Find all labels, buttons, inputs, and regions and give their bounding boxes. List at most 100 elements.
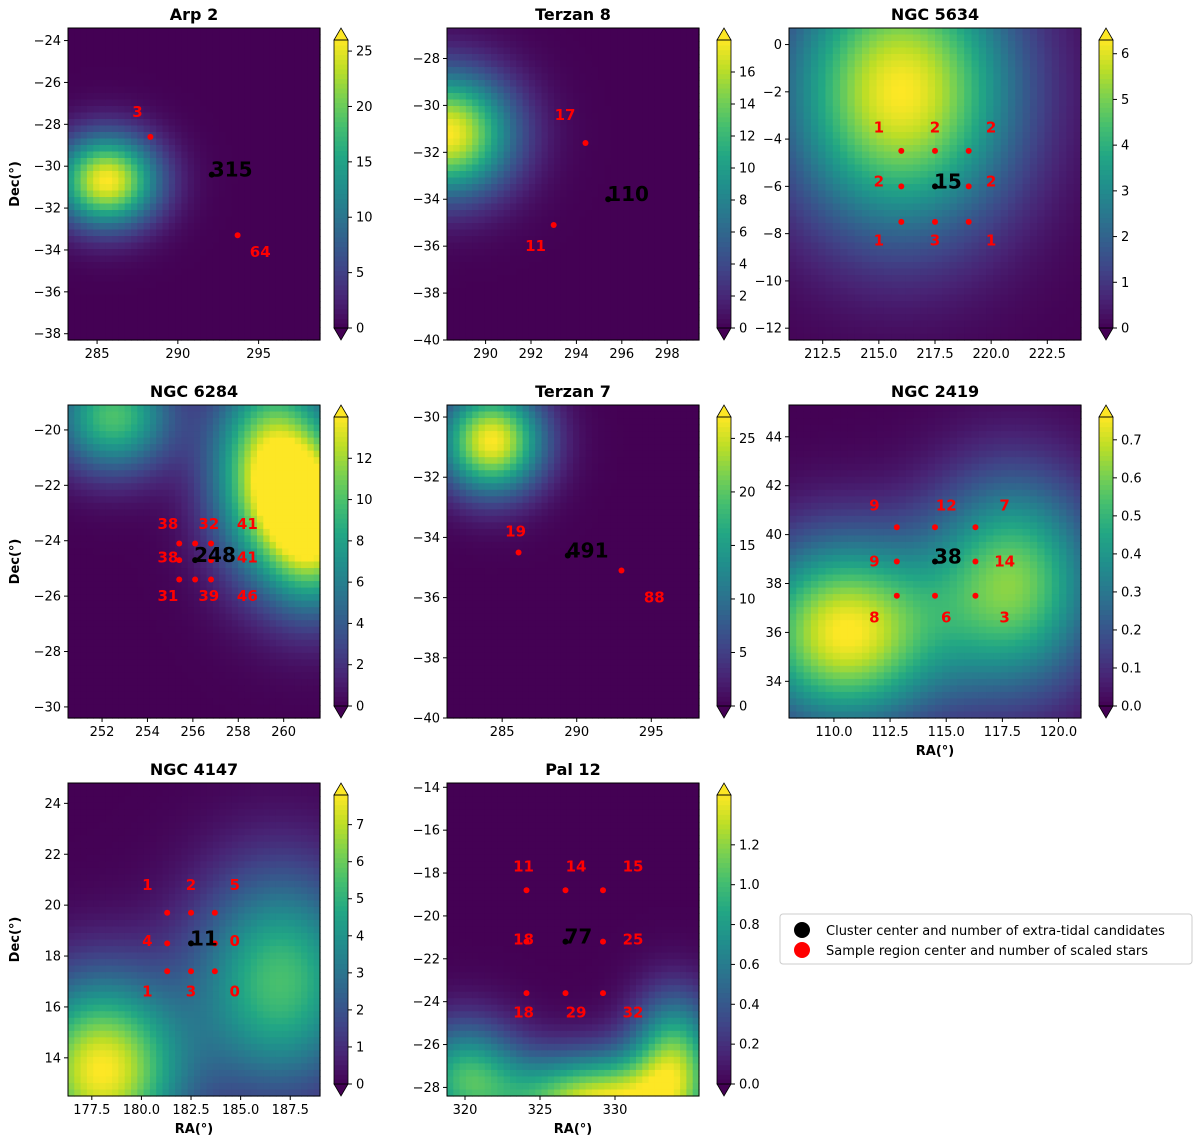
- heatmap-cell: [579, 125, 587, 133]
- heatmap-cell: [585, 145, 593, 153]
- heatmap-cell: [692, 210, 700, 218]
- heatmap-cell: [238, 47, 245, 55]
- heatmap-cell: [623, 236, 631, 244]
- heatmap-cell: [105, 34, 113, 42]
- heatmap-cell: [478, 54, 486, 62]
- heatmap-cell: [535, 236, 543, 244]
- heatmap-cell: [74, 275, 82, 283]
- heatmap-cell: [667, 327, 675, 335]
- heatmap-cell: [143, 301, 151, 309]
- heatmap-cell: [238, 177, 245, 185]
- heatmap-cell: [86, 184, 94, 192]
- heatmap-cell: [491, 151, 498, 159]
- heatmap-cell: [484, 47, 492, 55]
- heatmap-cell: [862, 288, 870, 296]
- heatmap-cell: [459, 255, 467, 263]
- heatmap-cell: [876, 275, 885, 283]
- heatmap-cell: [554, 190, 561, 198]
- heatmap-cell: [654, 34, 662, 42]
- heatmap-cell: [231, 203, 239, 211]
- heatmap-cell: [840, 203, 848, 211]
- heatmap-cell: [686, 301, 694, 309]
- heatmap-cell: [692, 119, 700, 127]
- heatmap-cell: [673, 275, 681, 283]
- heatmap-cell: [244, 80, 252, 88]
- heatmap-cell: [156, 249, 164, 257]
- heatmap-cell: [212, 86, 220, 94]
- heatmap-cell: [623, 223, 631, 231]
- heatmap-cell: [219, 132, 227, 140]
- heatmap-cell: [825, 34, 834, 42]
- heatmap-cell: [680, 210, 687, 218]
- heatmap-cell: [654, 132, 662, 140]
- heatmap-cell: [149, 236, 157, 244]
- heatmap-cell: [465, 86, 473, 94]
- heatmap-cell: [86, 314, 94, 322]
- heatmap-cell: [307, 132, 315, 140]
- heatmap-cell: [547, 288, 555, 296]
- heatmap-cell: [105, 41, 113, 49]
- heatmap-cell: [654, 67, 662, 75]
- heatmap-cell: [269, 281, 277, 289]
- heatmap-cell: [118, 281, 126, 289]
- heatmap-cell: [554, 281, 561, 289]
- heatmap-cell: [854, 145, 863, 153]
- heatmap-cell: [472, 86, 480, 94]
- heatmap-cell: [206, 93, 214, 101]
- heatmap-cell: [74, 184, 82, 192]
- heatmap-cell: [263, 99, 271, 107]
- heatmap-cell: [257, 190, 264, 198]
- heatmap-cell: [307, 262, 315, 270]
- heatmap-cell: [825, 171, 834, 179]
- heatmap-cell: [789, 145, 797, 153]
- heatmap-cell: [503, 34, 511, 42]
- heatmap-cell: [269, 99, 277, 107]
- heatmap-cell: [803, 327, 812, 335]
- heatmap-cell: [541, 171, 549, 179]
- heatmap-cell: [541, 54, 549, 62]
- heatmap-cell: [503, 301, 511, 309]
- heatmap-cell: [74, 151, 82, 159]
- heatmap-cell: [840, 307, 848, 315]
- heatmap-cell: [541, 294, 549, 302]
- heatmap-cell: [250, 268, 258, 276]
- heatmap-cell: [231, 158, 239, 166]
- heatmap-cell: [250, 210, 258, 218]
- heatmap-cell: [478, 327, 486, 335]
- heatmap-cell: [673, 236, 681, 244]
- heatmap-cell: [883, 268, 892, 276]
- heatmap-cell: [175, 281, 182, 289]
- heatmap-cell: [847, 301, 856, 309]
- heatmap-cell: [93, 249, 101, 257]
- heatmap-cell: [118, 73, 126, 81]
- heatmap-cell: [288, 197, 296, 205]
- heatmap-cell: [219, 99, 227, 107]
- heatmap-cell: [591, 197, 599, 205]
- heatmap-cell: [105, 132, 113, 140]
- heatmap-cell: [566, 184, 574, 192]
- heatmap-cell: [459, 132, 467, 140]
- heatmap-cell: [484, 262, 492, 270]
- heatmap-cell: [137, 151, 145, 159]
- heatmap-cell: [206, 320, 214, 328]
- heatmap-cell: [598, 197, 606, 205]
- heatmap-cell: [692, 301, 700, 309]
- heatmap-cell: [447, 314, 454, 322]
- heatmap-cell: [883, 307, 892, 315]
- heatmap-cell: [673, 34, 681, 42]
- heatmap-cell: [263, 28, 271, 36]
- heatmap-cell: [447, 333, 454, 341]
- heatmap-cell: [810, 229, 819, 237]
- heatmap-cell: [112, 249, 119, 257]
- heatmap-cell: [231, 294, 239, 302]
- heatmap-cell: [206, 106, 214, 114]
- heatmap-cell: [560, 333, 568, 341]
- heatmap-cell: [99, 223, 107, 231]
- heatmap-cell: [516, 314, 524, 322]
- heatmap-cell: [629, 112, 637, 120]
- heatmap-cell: [80, 294, 88, 302]
- heatmap-cell: [876, 60, 885, 68]
- heatmap-cell: [891, 333, 900, 341]
- heatmap-cell: [149, 184, 157, 192]
- heatmap-cell: [301, 112, 308, 120]
